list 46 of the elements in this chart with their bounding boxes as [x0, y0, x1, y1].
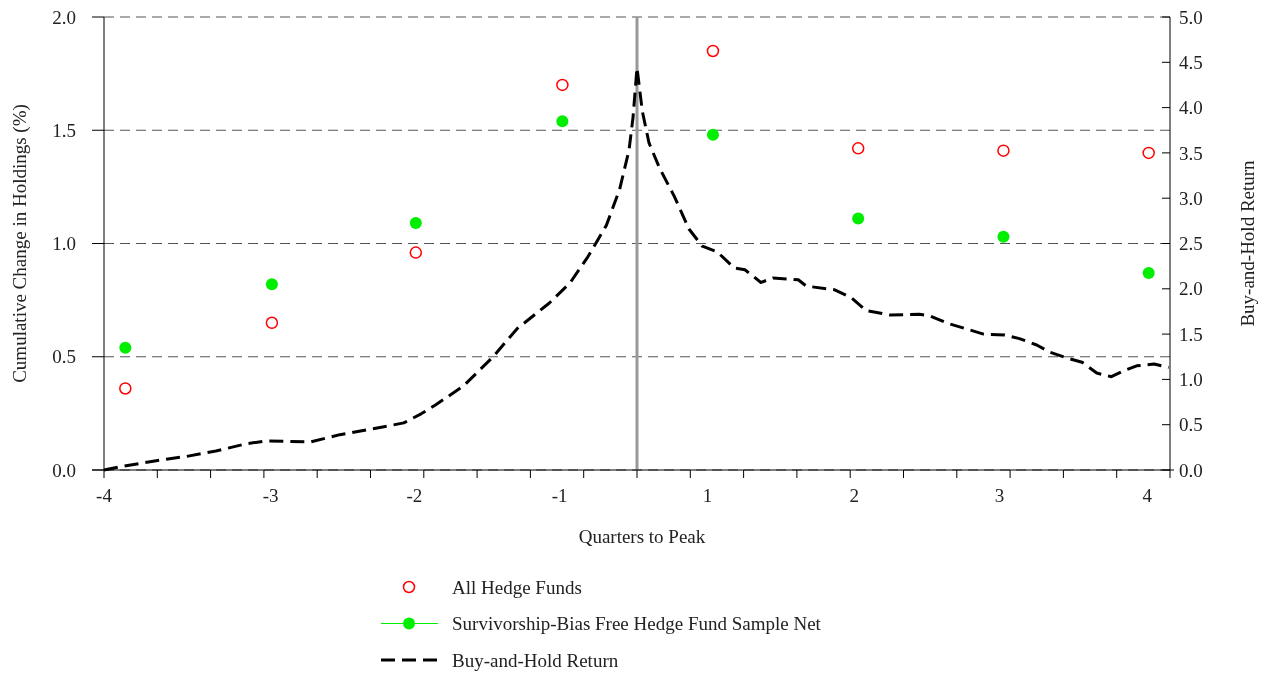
x-tick-label: -4 — [96, 485, 113, 506]
point — [1142, 266, 1155, 279]
point — [409, 246, 423, 259]
point — [119, 382, 132, 395]
y2-tick-label: 1.0 — [1179, 369, 1203, 391]
point — [265, 278, 278, 291]
point — [1142, 146, 1155, 160]
y-axis-title: Cumulative Change in Holdings (%) — [9, 104, 31, 383]
y2-tick-label: 3.5 — [1179, 142, 1203, 164]
y2-tick-label: 2.5 — [1179, 233, 1203, 255]
legend-label: Survivorship-Bias Free Hedge Fund Sample Net — [452, 613, 822, 635]
y-tick-label: 2.0 — [52, 6, 76, 28]
y2-axis-title: Buy-and-Hold Return — [1237, 159, 1258, 327]
x-tick-label: 3 — [994, 485, 1005, 506]
y-tick-label: 0.5 — [52, 346, 76, 368]
point — [997, 144, 1010, 157]
x-tick-label: 4 — [1142, 485, 1153, 506]
point — [556, 115, 569, 128]
x-tick-label: 2 — [849, 485, 859, 506]
legend-label: Buy-and-Hold Return — [452, 649, 619, 671]
point — [265, 316, 279, 330]
x-tick-label: -3 — [262, 485, 279, 506]
y-tick-label: 1.0 — [52, 233, 76, 255]
y-tick-label: 0.0 — [52, 459, 76, 481]
y2-tick-label: 1.5 — [1179, 323, 1203, 345]
x-axis-title: Quarters to Peak — [578, 526, 706, 547]
x-tick-label: 1 — [702, 485, 713, 506]
point — [851, 142, 865, 155]
point — [119, 341, 132, 354]
point — [409, 217, 422, 230]
point — [706, 128, 719, 141]
y2-tick-label: 3.0 — [1179, 187, 1203, 209]
point — [852, 212, 865, 225]
y2-tick-label: 2.0 — [1179, 278, 1203, 300]
y2-tick-label: 5.0 — [1179, 6, 1203, 28]
x-tick-label: -2 — [406, 485, 423, 506]
y-tick-label: 1.5 — [52, 119, 76, 141]
legend-label: All Hedge Funds — [452, 576, 582, 598]
point — [556, 78, 569, 92]
point — [706, 44, 720, 58]
y2-tick-label: 0.5 — [1179, 414, 1203, 436]
y2-tick-label: 4.0 — [1179, 97, 1203, 119]
x-tick-label: -1 — [551, 485, 568, 506]
y2-tick-label: 0.0 — [1179, 459, 1203, 481]
point — [997, 230, 1010, 243]
y2-tick-label: 4.5 — [1179, 51, 1203, 73]
